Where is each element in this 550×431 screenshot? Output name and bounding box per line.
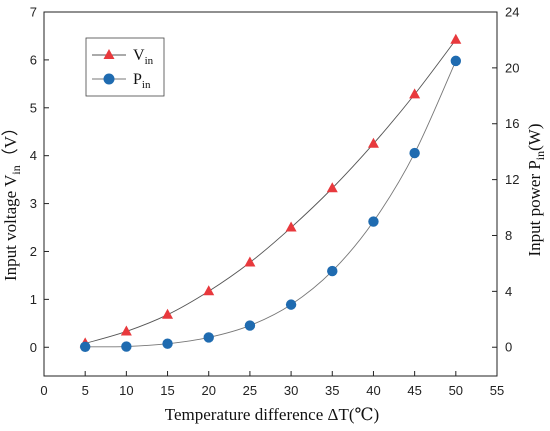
y-left-title-unit: （V） xyxy=(1,119,20,165)
legend: Vin Pin xyxy=(85,37,165,97)
y-left-axis-title: Input voltage Vin（V） xyxy=(1,119,23,281)
legend-box xyxy=(85,37,165,97)
legend-label-pin-main: P xyxy=(133,71,142,88)
y-axis-left: 0 1 2 3 4 5 6 7 xyxy=(30,5,49,355)
data-point-pin xyxy=(162,338,173,349)
y-right-tick-label: 20 xyxy=(505,60,519,75)
y-axis-right: 0 4 8 12 16 20 24 xyxy=(492,5,519,355)
series-layer xyxy=(79,33,462,353)
y-left-title-main: Input voltage V xyxy=(1,174,20,281)
data-point-vin xyxy=(367,137,379,148)
x-tick-label: 35 xyxy=(325,383,339,398)
y-left-tick-label: 1 xyxy=(30,292,37,307)
data-point-pin xyxy=(203,332,214,343)
data-point-vin xyxy=(326,182,338,193)
data-point-pin xyxy=(285,299,297,310)
y-right-tick-label: 24 xyxy=(505,5,519,20)
y-left-tick-label: 3 xyxy=(30,196,37,211)
x-axis: 0 5 10 15 20 25 30 35 40 45 50 55 xyxy=(40,371,504,398)
x-tick-label: 0 xyxy=(40,383,47,398)
y-right-tick-label: 8 xyxy=(505,228,512,243)
x-tick-label: 30 xyxy=(284,383,298,398)
legend-label-vin-main: V xyxy=(133,47,145,64)
y-right-tick-label: 4 xyxy=(505,284,512,299)
x-tick-label: 25 xyxy=(243,383,257,398)
y-left-tick-label: 2 xyxy=(30,244,37,259)
y-right-tick-label: 16 xyxy=(505,116,519,131)
data-point-vin xyxy=(120,325,132,336)
legend-label-pin: Pin xyxy=(133,71,151,91)
x-tick-label: 20 xyxy=(201,383,215,398)
y-left-tick-label: 4 xyxy=(30,148,37,163)
data-point-vin xyxy=(285,221,297,232)
series-line-vin xyxy=(85,39,457,344)
data-point-pin xyxy=(121,341,132,352)
legend-marker-pin xyxy=(103,73,115,85)
x-tick-label: 55 xyxy=(490,383,504,398)
y-left-tick-label: 7 xyxy=(30,5,37,20)
y-left-tick-label: 6 xyxy=(30,52,37,67)
y-left-tick-label: 5 xyxy=(30,100,37,115)
y-right-title-sub: in xyxy=(533,151,547,160)
y-right-title-main: Input power P xyxy=(525,160,544,256)
data-point-pin xyxy=(244,320,256,331)
data-point-vin xyxy=(450,33,462,44)
y-left-title-sub: in xyxy=(9,165,23,174)
x-axis-title: Temperature difference ΔT(℃) xyxy=(165,405,379,424)
y-right-axis-title: Input power Pin(W) xyxy=(525,123,547,256)
y-right-tick-label: 0 xyxy=(505,340,512,355)
x-tick-label: 5 xyxy=(82,383,89,398)
data-point-vin xyxy=(162,308,174,319)
data-point-vin xyxy=(409,88,421,99)
series-line-pin xyxy=(85,60,457,348)
x-tick-label: 15 xyxy=(160,383,174,398)
data-point-pin xyxy=(450,55,462,67)
y-left-tick-label: 0 xyxy=(30,340,37,355)
data-point-pin xyxy=(368,216,379,227)
y-right-tick-label: 12 xyxy=(505,172,519,187)
x-tick-label: 50 xyxy=(449,383,463,398)
x-tick-label: 40 xyxy=(366,383,380,398)
legend-marker-vin xyxy=(103,49,115,59)
legend-label-pin-sub: in xyxy=(142,79,151,91)
y-right-title-unit: (W) xyxy=(525,123,544,150)
data-point-pin xyxy=(79,341,91,353)
data-point-vin xyxy=(203,285,215,296)
data-point-vin xyxy=(244,256,256,267)
plot-frame xyxy=(43,11,498,377)
legend-label-vin-sub: in xyxy=(145,55,154,67)
x-tick-label: 45 xyxy=(407,383,421,398)
data-point-pin xyxy=(409,147,420,159)
legend-label-vin: Vin xyxy=(133,47,154,67)
x-tick-label: 10 xyxy=(119,383,133,398)
data-point-pin xyxy=(327,265,338,277)
